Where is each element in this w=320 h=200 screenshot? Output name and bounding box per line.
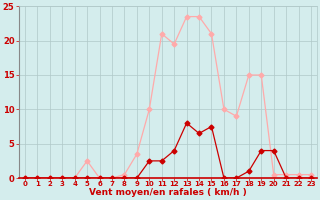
X-axis label: Vent moyen/en rafales ( km/h ): Vent moyen/en rafales ( km/h ) [89,188,247,197]
